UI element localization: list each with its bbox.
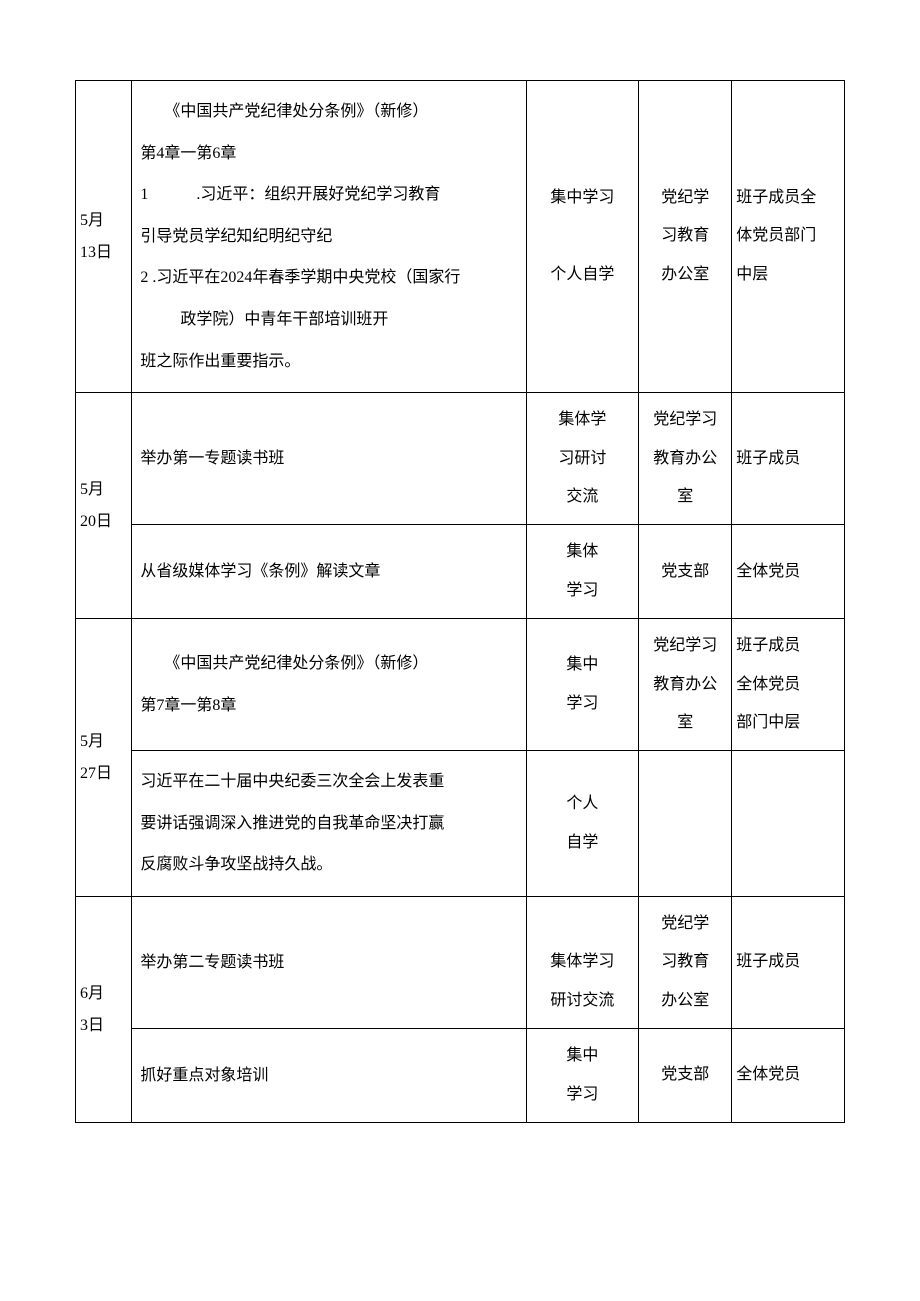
content-cell: 《中国共产党纪律处分条例》（新修）第4章一第6章1 .习近平：组织开展好党纪学习…	[132, 81, 526, 393]
table-row: 6月3日举办第二专题读书班集体学习研讨交流党纪学习教育办公室班子成员	[76, 897, 845, 1029]
dept-cell: 党纪学习教育办公室	[639, 81, 732, 393]
content-line: 习近平在二十届中央纪委三次全会上发表重	[140, 761, 519, 803]
table-row: 抓好重点对象培训集中学习党支部全体党员	[76, 1029, 845, 1123]
content-line: 第4章一第6章	[140, 133, 519, 175]
method-cell: 集体学习研讨交流	[526, 393, 639, 525]
table-row: 习近平在二十届中央纪委三次全会上发表重要讲话强调深入推进党的自我革命坚决打赢反腐…	[76, 751, 845, 897]
dept-cell: 党支部	[639, 1029, 732, 1123]
content-cell: 举办第一专题读书班	[132, 393, 526, 525]
table-row: 5月13日《中国共产党纪律处分条例》（新修）第4章一第6章1 .习近平：组织开展…	[76, 81, 845, 393]
content-line: 1 .习近平：组织开展好党纪学习教育	[140, 174, 519, 216]
date-cell: 6月3日	[76, 897, 132, 1123]
content-cell: 举办第二专题读书班	[132, 897, 526, 1029]
content-line: 引导党员学纪知纪明纪守纪	[140, 216, 519, 258]
content-cell: 从省级媒体学习《条例》解读文章	[132, 525, 526, 619]
dept-cell	[639, 751, 732, 897]
method-cell: 集体学习研讨交流	[526, 897, 639, 1029]
content-line: 反腐败斗争攻坚战持久战。	[140, 844, 519, 886]
people-cell	[732, 751, 845, 897]
method-cell: 个人自学	[526, 751, 639, 897]
dept-cell: 党纪学习教育办公室	[639, 393, 732, 525]
content-line: 《中国共产党纪律处分条例》（新修）	[140, 643, 519, 685]
content-line: 班之际作出重要指示。	[140, 341, 519, 383]
people-cell: 全体党员	[732, 525, 845, 619]
content-line: 2 .习近平在2024年春季学期中央党校（国家行	[140, 257, 519, 299]
dept-cell: 党支部	[639, 525, 732, 619]
content-cell: 习近平在二十届中央纪委三次全会上发表重要讲话强调深入推进党的自我革命坚决打赢反腐…	[132, 751, 526, 897]
table-row: 5月20日举办第一专题读书班集体学习研讨交流党纪学习教育办公室班子成员	[76, 393, 845, 525]
people-cell: 班子成员全体党员部门中层	[732, 619, 845, 751]
people-cell: 班子成员	[732, 393, 845, 525]
content-line: 要讲话强调深入推进党的自我革命坚决打赢	[140, 803, 519, 845]
method-cell: 集中学习个人自学	[526, 81, 639, 393]
table-row: 5月27日《中国共产党纪律处分条例》（新修）第7章一第8章集中学习党纪学习教育办…	[76, 619, 845, 751]
date-cell: 5月27日	[76, 619, 132, 897]
dept-cell: 党纪学习教育办公室	[639, 897, 732, 1029]
schedule-table: 5月13日《中国共产党纪律处分条例》（新修）第4章一第6章1 .习近平：组织开展…	[75, 80, 845, 1123]
method-cell: 集体学习	[526, 525, 639, 619]
content-line: 第7章一第8章	[140, 685, 519, 727]
page: 5月13日《中国共产党纪律处分条例》（新修）第4章一第6章1 .习近平：组织开展…	[0, 0, 920, 1183]
content-cell: 《中国共产党纪律处分条例》（新修）第7章一第8章	[132, 619, 526, 751]
content-cell: 抓好重点对象培训	[132, 1029, 526, 1123]
table-row: 从省级媒体学习《条例》解读文章集体学习党支部全体党员	[76, 525, 845, 619]
method-cell: 集中学习	[526, 619, 639, 751]
date-cell: 5月20日	[76, 393, 132, 619]
people-cell: 班子成员	[732, 897, 845, 1029]
people-cell: 全体党员	[732, 1029, 845, 1123]
date-cell: 5月13日	[76, 81, 132, 393]
content-line: 《中国共产党纪律处分条例》（新修）	[140, 91, 519, 133]
content-line: 政学院）中青年干部培训班开	[140, 299, 519, 341]
dept-cell: 党纪学习教育办公室	[639, 619, 732, 751]
people-cell: 班子成员全体党员部门中层	[732, 81, 845, 393]
method-cell: 集中学习	[526, 1029, 639, 1123]
table-body: 5月13日《中国共产党纪律处分条例》（新修）第4章一第6章1 .习近平：组织开展…	[76, 81, 845, 1123]
